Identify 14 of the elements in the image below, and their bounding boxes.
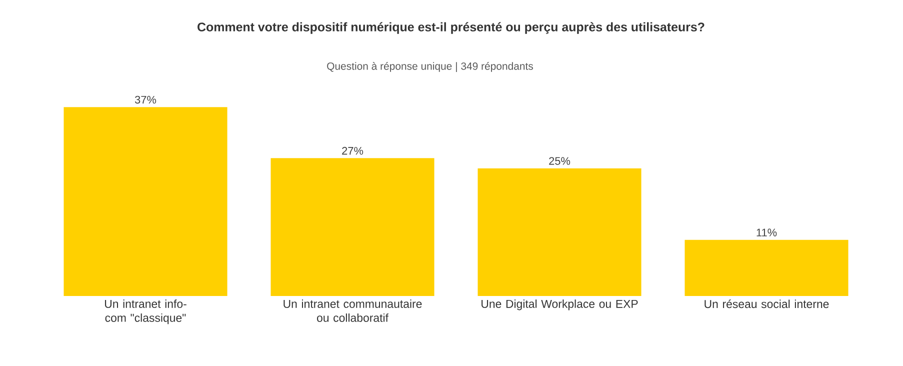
chart-subtitle: Question à réponse unique | 349 répondants [327, 62, 533, 72]
data-label: 11% [756, 228, 777, 236]
x-tick-label: Un réseau social interne [704, 300, 829, 308]
chart-title: Comment votre dispositif numérique est-il présenté ou perçu auprès des utilisateurs? [198, 22, 704, 34]
x-tick-label: Un intranet info-com "classique" [105, 300, 186, 324]
x-tick-label: Un intranet communautaire ou collaboratif [284, 300, 422, 322]
data-label: 25% [549, 157, 570, 165]
x-tick-label: Une Digital Workplace ou EXP [482, 300, 638, 310]
bar [270, 158, 434, 296]
bar [478, 168, 642, 296]
data-label: 27% [342, 146, 364, 155]
data-label: 37% [134, 96, 156, 104]
bar [684, 240, 848, 296]
bar [64, 107, 228, 296]
